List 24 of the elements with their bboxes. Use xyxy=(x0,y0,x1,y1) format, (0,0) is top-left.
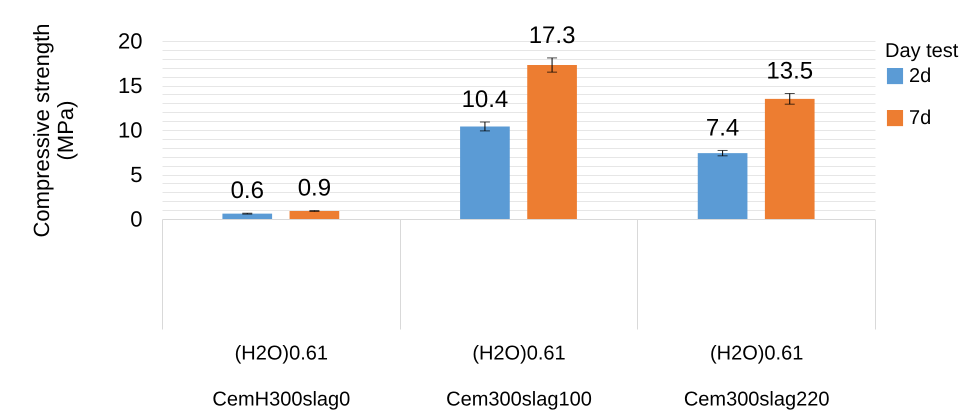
y-tick-label: 20 xyxy=(118,28,142,54)
legend-title: Day test xyxy=(885,40,959,62)
data-label: 10.4 xyxy=(462,86,508,113)
legend-label: 7d xyxy=(909,107,932,129)
data-label: 0.6 xyxy=(230,177,264,204)
bar xyxy=(460,126,510,219)
bar xyxy=(222,214,272,219)
y-axis-title: Compressive strength (MPa) xyxy=(29,24,78,238)
data-label: 17.3 xyxy=(528,22,576,49)
y-tick-label: 15 xyxy=(118,73,142,98)
bar xyxy=(698,153,748,219)
category-label: (H2O)0.61 CemH300slag0 xyxy=(212,342,350,410)
bar xyxy=(527,65,577,219)
data-label: 13.5 xyxy=(766,58,814,85)
y-tick-label: 10 xyxy=(118,118,142,142)
category-label: (H2O)0.61 Cem300slag220 xyxy=(684,342,830,410)
data-label: 7.4 xyxy=(706,114,740,142)
y-tick-label: 0 xyxy=(130,206,142,232)
data-label: 0.9 xyxy=(298,174,332,202)
legend-label: 2d xyxy=(909,65,932,87)
bar xyxy=(764,98,815,219)
bar xyxy=(290,210,340,219)
y-tick-label: 5 xyxy=(130,162,142,187)
category-label: (H2O)0.61 Cem300slag100 xyxy=(446,342,592,410)
